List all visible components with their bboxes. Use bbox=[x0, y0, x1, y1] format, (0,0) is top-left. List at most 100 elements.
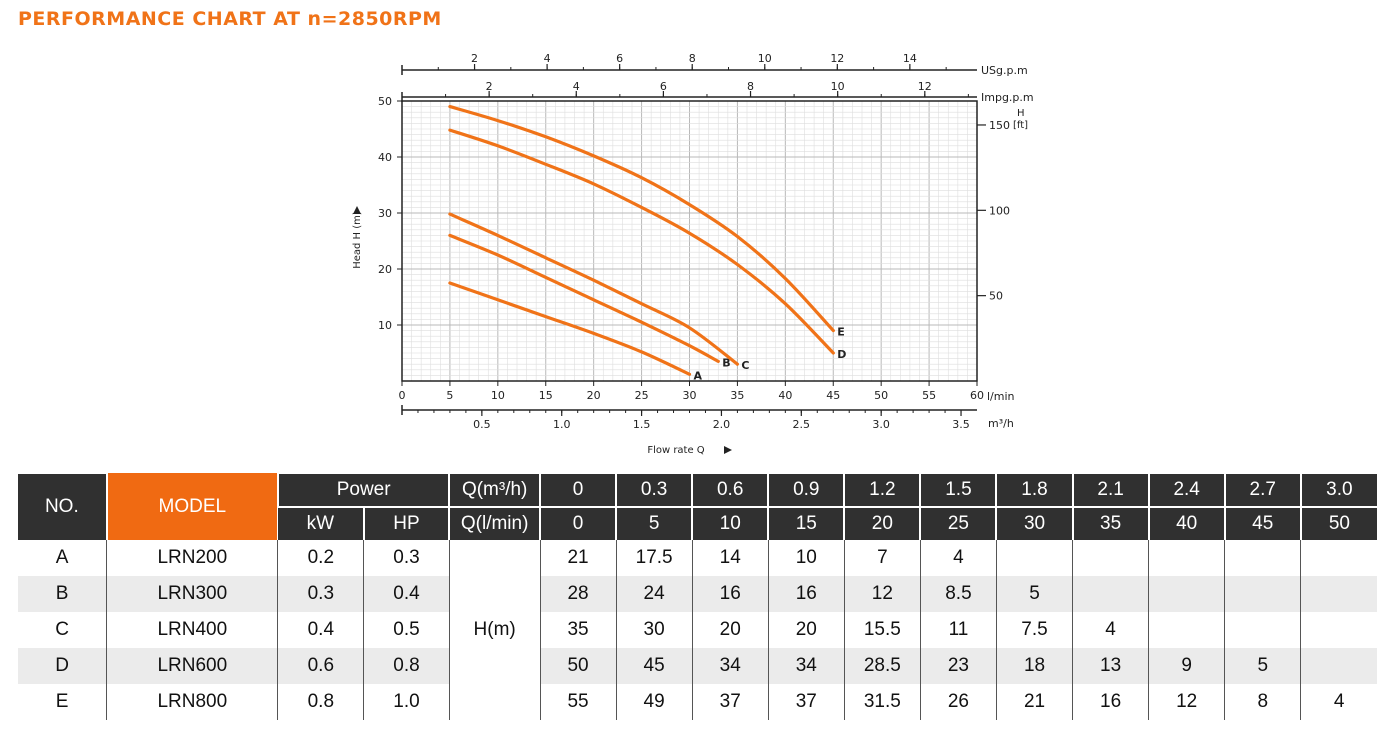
x-tick-label: 20 bbox=[587, 389, 601, 402]
row-model: LRN300 bbox=[106, 576, 278, 612]
y-tick-label: 20 bbox=[378, 263, 392, 276]
row-kw: 0.6 bbox=[277, 648, 364, 684]
q-m3h-value: 1.5 bbox=[919, 472, 997, 507]
row-hp: 0.4 bbox=[363, 576, 450, 612]
head-value bbox=[1224, 576, 1301, 612]
secondary-tick-label: 3.5 bbox=[952, 418, 970, 431]
row-model: LRN800 bbox=[106, 684, 278, 720]
head-value: 16 bbox=[1072, 684, 1149, 720]
head-value bbox=[995, 540, 1073, 576]
q-m3h-value: 3.0 bbox=[1299, 472, 1377, 507]
y-axis-arrow-icon bbox=[353, 206, 361, 214]
impgpm-unit-label: Impg.p.m bbox=[981, 91, 1034, 104]
head-value: 26 bbox=[919, 684, 997, 720]
series-label-b: B bbox=[722, 356, 730, 369]
secondary-tick-label: 12 bbox=[830, 52, 844, 65]
head-value: 5 bbox=[995, 576, 1073, 612]
series-line-a bbox=[448, 281, 692, 376]
q-lmin-value: 35 bbox=[1071, 506, 1149, 540]
x-tick-label: 30 bbox=[683, 389, 697, 402]
q-m3h-value: 1.8 bbox=[995, 472, 1073, 507]
x-tick-label: 15 bbox=[539, 389, 553, 402]
ft-unit-label: [ft] bbox=[1013, 120, 1028, 131]
head-value: 20 bbox=[767, 612, 845, 648]
x-tick-label: 10 bbox=[491, 389, 505, 402]
secondary-tick-label: 2 bbox=[471, 52, 478, 65]
ft-tick-label: 50 bbox=[989, 290, 1003, 303]
y-tick-label: 40 bbox=[378, 151, 392, 164]
secondary-tick-label: 4 bbox=[573, 80, 580, 93]
q-m3h-value: 2.4 bbox=[1147, 472, 1225, 507]
header-hp: HP bbox=[362, 506, 450, 540]
x-tick-label: 50 bbox=[874, 389, 888, 402]
secondary-tick-label: 6 bbox=[616, 52, 623, 65]
row-model: LRN400 bbox=[106, 612, 278, 648]
row-kw: 0.4 bbox=[277, 612, 364, 648]
secondary-tick-label: 2.0 bbox=[713, 418, 731, 431]
header-q-lmin: Q(l/min) bbox=[448, 506, 540, 540]
head-value: 14 bbox=[691, 540, 769, 576]
performance-chart: 10 20 30 40 50 0 5 10 15 20 25 30 35 40 45 50 55 60 l/min 2… bbox=[352, 52, 1034, 456]
head-value: 7.5 bbox=[995, 612, 1073, 648]
row-no: B bbox=[18, 576, 107, 612]
head-unit-label: H(m) bbox=[448, 540, 540, 720]
head-value: 8 bbox=[1224, 684, 1301, 720]
q-lmin-value: 5 bbox=[615, 506, 693, 540]
head-value bbox=[1300, 540, 1377, 576]
q-lmin-value: 10 bbox=[691, 506, 769, 540]
head-value: 20 bbox=[691, 612, 769, 648]
x-tick-label: 55 bbox=[922, 389, 936, 402]
secondary-tick-label: 8 bbox=[689, 52, 696, 65]
q-m3h-value: 0.9 bbox=[767, 472, 845, 507]
head-value: 37 bbox=[691, 684, 769, 720]
q-lmin-value: 25 bbox=[919, 506, 997, 540]
secondary-tick-label: 0.5 bbox=[473, 418, 491, 431]
x-axis-title: Flow rate Q bbox=[647, 445, 704, 456]
head-value: 11 bbox=[919, 612, 997, 648]
head-value bbox=[1148, 612, 1225, 648]
header-row-2: kW HP Q(l/min) 0 5 10 15 20 25 30 35 40 … bbox=[18, 506, 1377, 540]
m3h-unit-label: m³/h bbox=[988, 417, 1014, 430]
header-row-1: NO. MODEL Power Q(m³/h) 0 0.3 0.6 0.9 1.… bbox=[18, 472, 1377, 540]
head-value: 4 bbox=[1300, 684, 1377, 720]
head-value bbox=[1300, 648, 1377, 684]
row-model: LRN600 bbox=[106, 648, 278, 684]
row-kw: 0.2 bbox=[277, 540, 364, 576]
head-value: 5 bbox=[1224, 648, 1301, 684]
secondary-tick-label: 10 bbox=[831, 80, 845, 93]
series-line-c bbox=[448, 212, 739, 366]
head-value: 18 bbox=[995, 648, 1073, 684]
head-value: 8.5 bbox=[919, 576, 997, 612]
head-value bbox=[1224, 540, 1301, 576]
header-kw: kW bbox=[277, 506, 364, 540]
head-value: 28.5 bbox=[843, 648, 921, 684]
table-row: D LRN600 0.6 0.8 50 45 34 34 28.5 23 18 13 9 5 bbox=[18, 648, 1377, 684]
performance-table: NO. MODEL Power Q(m³/h) 0 0.3 0.6 0.9 1.… bbox=[18, 472, 1377, 720]
head-value: 10 bbox=[767, 540, 845, 576]
head-value: 28 bbox=[539, 576, 617, 612]
q-m3h-value: 0 bbox=[538, 472, 617, 507]
secondary-tick-label: 1.5 bbox=[633, 418, 651, 431]
q-lmin-value: 45 bbox=[1223, 506, 1301, 540]
row-hp: 0.8 bbox=[363, 648, 450, 684]
q-m3h-value: 0.6 bbox=[691, 472, 769, 507]
y-axis-title: Head H (m) bbox=[352, 211, 363, 269]
secondary-tick-label: 6 bbox=[660, 80, 667, 93]
head-value: 15.5 bbox=[843, 612, 921, 648]
row-model: LRN200 bbox=[106, 540, 278, 576]
q-lmin-value: 30 bbox=[995, 506, 1073, 540]
q-m3h-value: 1.2 bbox=[843, 472, 921, 507]
q-m3h-value: 2.1 bbox=[1071, 472, 1149, 507]
head-value bbox=[1300, 612, 1377, 648]
chart-title: PERFORMANCE CHART AT n=2850RPM bbox=[18, 8, 442, 30]
grid-lines bbox=[401, 100, 978, 382]
table-row: C LRN400 0.4 0.5 35 30 20 20 15.5 11 7.5 4 bbox=[18, 612, 1377, 648]
head-value bbox=[1300, 576, 1377, 612]
head-value: 24 bbox=[615, 576, 693, 612]
secondary-tick-label: 2.5 bbox=[793, 418, 811, 431]
head-value: 16 bbox=[767, 576, 845, 612]
secondary-tick-label: 4 bbox=[544, 52, 551, 65]
table-row: E LRN800 0.8 1.0 55 49 37 37 31.5 26 21 16 12 8 4 bbox=[18, 684, 1377, 720]
secondary-tick-label: 12 bbox=[918, 80, 932, 93]
head-value bbox=[1072, 540, 1149, 576]
